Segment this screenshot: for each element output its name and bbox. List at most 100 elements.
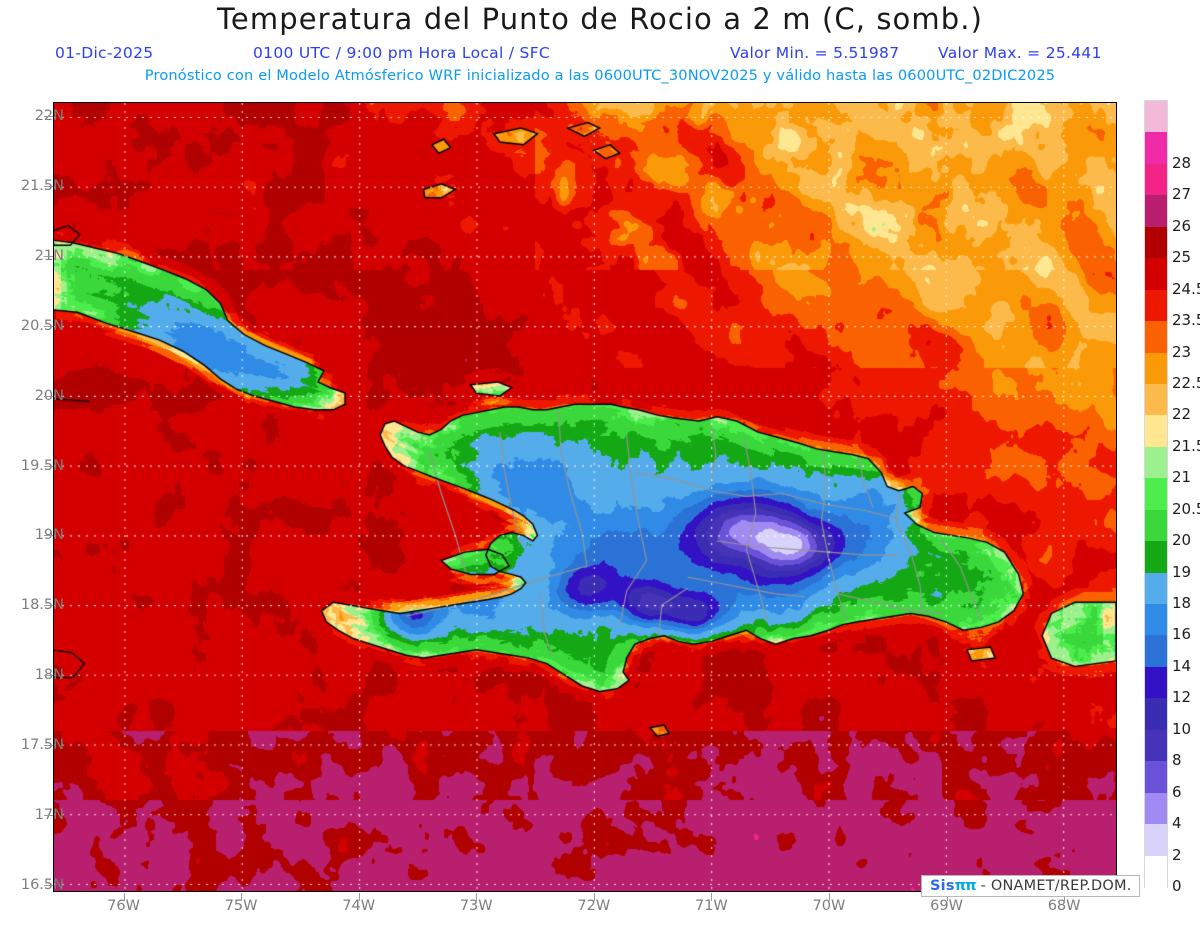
colorbar-tick-label: 21 — [1172, 468, 1192, 487]
colorbar-swatch — [1145, 604, 1167, 637]
latitude-tick-mark — [44, 465, 53, 467]
colorbar-swatch — [1145, 446, 1167, 479]
longitude-tick-label: 68W — [1047, 898, 1081, 914]
colorbar-tick-label: 20.5 — [1172, 499, 1200, 518]
colorbar-tick-label: 10 — [1172, 719, 1192, 738]
longitude-tick-label: 73W — [459, 898, 493, 914]
colorbar-swatch — [1145, 132, 1167, 165]
colorbar-swatch — [1145, 415, 1167, 448]
colorbar-swatch — [1145, 792, 1167, 825]
colorbar-tick-label: 25 — [1172, 248, 1192, 267]
colorbar-swatch — [1145, 698, 1167, 731]
latitude-tick-mark — [44, 675, 53, 677]
colorbar-swatch — [1145, 226, 1167, 259]
colorbar-tick-label: 12 — [1172, 688, 1192, 707]
logo-sis-text: Sis — [930, 878, 955, 894]
logo-agency-text: - ONAMET/REP.DOM. — [980, 878, 1132, 894]
colorbar-swatch — [1145, 478, 1167, 511]
colorbar-tick-label: 14 — [1172, 656, 1192, 675]
colorbar-tick-label: 0 — [1172, 877, 1182, 895]
colorbar-tick-label: 26 — [1172, 216, 1192, 235]
attribution-logo: Sis ππ - ONAMET/REP.DOM. — [921, 875, 1141, 897]
longitude-tick-mark — [828, 893, 830, 901]
longitude-tick-label: 76W — [107, 898, 140, 914]
colorbar-swatch — [1145, 729, 1167, 762]
model-description-line: Pronóstico con el Modelo Atmósferico WRF… — [144, 67, 1056, 84]
colorbar-swatch — [1145, 635, 1167, 668]
colorbar-tick-label: 8 — [1172, 751, 1182, 770]
longitude-tick-mark — [946, 893, 948, 901]
latitude-tick-label: 20.5N — [20, 317, 64, 334]
colorbar-tick-label: 2 — [1172, 845, 1182, 864]
longitude-tick-label: 70W — [812, 898, 846, 914]
longitude-tick-mark — [593, 893, 595, 901]
forecast-date: 01-Dic-2025 — [55, 44, 154, 62]
latitude-tick-mark — [44, 605, 53, 607]
latitude-tick-label: 16.5N — [20, 877, 64, 893]
colorbar-tick-label: 20 — [1172, 531, 1192, 550]
latitude-tick-mark — [44, 745, 53, 747]
colorbar-swatch — [1145, 352, 1167, 385]
colorbar-tick-label: 22 — [1172, 405, 1192, 424]
colorbar-swatch — [1145, 509, 1167, 542]
colorbar-tick-label: 6 — [1172, 782, 1182, 801]
colorbar[interactable] — [1144, 100, 1168, 888]
value-min-label: Valor Min. = 5.51987 — [730, 44, 900, 62]
colorbar-swatch — [1145, 572, 1167, 605]
colorbar-tick-label: 16 — [1172, 625, 1192, 644]
latitude-tick-mark — [44, 885, 53, 886]
logo-pi-icon: ππ — [954, 878, 977, 894]
longitude-tick-mark — [711, 893, 713, 901]
colorbar-swatch — [1145, 761, 1167, 794]
longitude-tick-mark — [476, 893, 478, 901]
colorbar-tick-label: 18 — [1172, 594, 1192, 613]
longitude-tick-label: 69W — [930, 898, 963, 914]
colorbar-tick-label: 28 — [1172, 153, 1192, 172]
colorbar-tick-label: 27 — [1172, 185, 1192, 204]
latitude-tick-label: 21.5N — [20, 177, 64, 194]
colorbar-swatch — [1145, 101, 1167, 133]
longitude-tick-mark — [241, 893, 243, 901]
colorbar-swatch — [1145, 258, 1167, 291]
colorbar-swatch — [1145, 383, 1167, 416]
colorbar-tick-label: 23.5 — [1172, 311, 1200, 330]
colorbar-swatch — [1145, 824, 1167, 857]
colorbar-tick-label: 21.5 — [1172, 436, 1200, 455]
forecast-valid-time: 0100 UTC / 9:00 pm Hora Local / SFC — [253, 44, 551, 62]
latitude-tick-label: 18.5N — [20, 597, 64, 614]
colorbar-tick-label: 23 — [1172, 342, 1192, 361]
colorbar-swatch — [1145, 855, 1167, 888]
value-max-label: Valor Max. = 25.441 — [938, 44, 1102, 62]
page-title: Temperatura del Punto de Rocio a 2 m (C,… — [217, 2, 983, 36]
longitude-tick-label: 72W — [577, 898, 611, 914]
longitude-tick-label: 75W — [224, 898, 258, 914]
longitude-tick-label: 74W — [342, 898, 376, 914]
colorbar-swatch — [1145, 541, 1167, 574]
longitude-tick-label: 71W — [694, 898, 728, 914]
latitude-tick-mark — [44, 815, 53, 817]
colorbar-tick-label: 24.5 — [1172, 279, 1200, 298]
colorbar-swatch — [1145, 321, 1167, 354]
colorbar-swatch — [1145, 195, 1167, 228]
latitude-tick-mark — [44, 185, 53, 187]
latitude-tick-label: 17.5N — [20, 737, 64, 754]
forecast-meta-line: 01-Dic-2025 0100 UTC / 9:00 pm Hora Loca… — [0, 44, 1200, 64]
longitude-tick-mark — [123, 893, 125, 901]
colorbar-swatch — [1145, 666, 1167, 699]
longitude-tick-mark — [358, 893, 360, 901]
map-plot-area[interactable] — [53, 102, 1117, 892]
colorbar-tick-label: 19 — [1172, 562, 1192, 581]
dewpoint-heatmap-canvas[interactable] — [54, 103, 1116, 891]
latitude-tick-mark — [44, 395, 53, 397]
longitude-tick-mark — [1064, 893, 1066, 901]
colorbar-tick-label: 4 — [1172, 814, 1182, 833]
latitude-tick-mark — [44, 115, 53, 117]
colorbar-tick-label: 22.5 — [1172, 373, 1200, 392]
latitude-tick-mark — [44, 255, 53, 257]
latitude-tick-mark — [44, 325, 53, 327]
colorbar-swatch — [1145, 163, 1167, 196]
latitude-tick-mark — [44, 535, 53, 537]
latitude-tick-label: 19.5N — [20, 457, 64, 474]
colorbar-swatch — [1145, 289, 1167, 322]
